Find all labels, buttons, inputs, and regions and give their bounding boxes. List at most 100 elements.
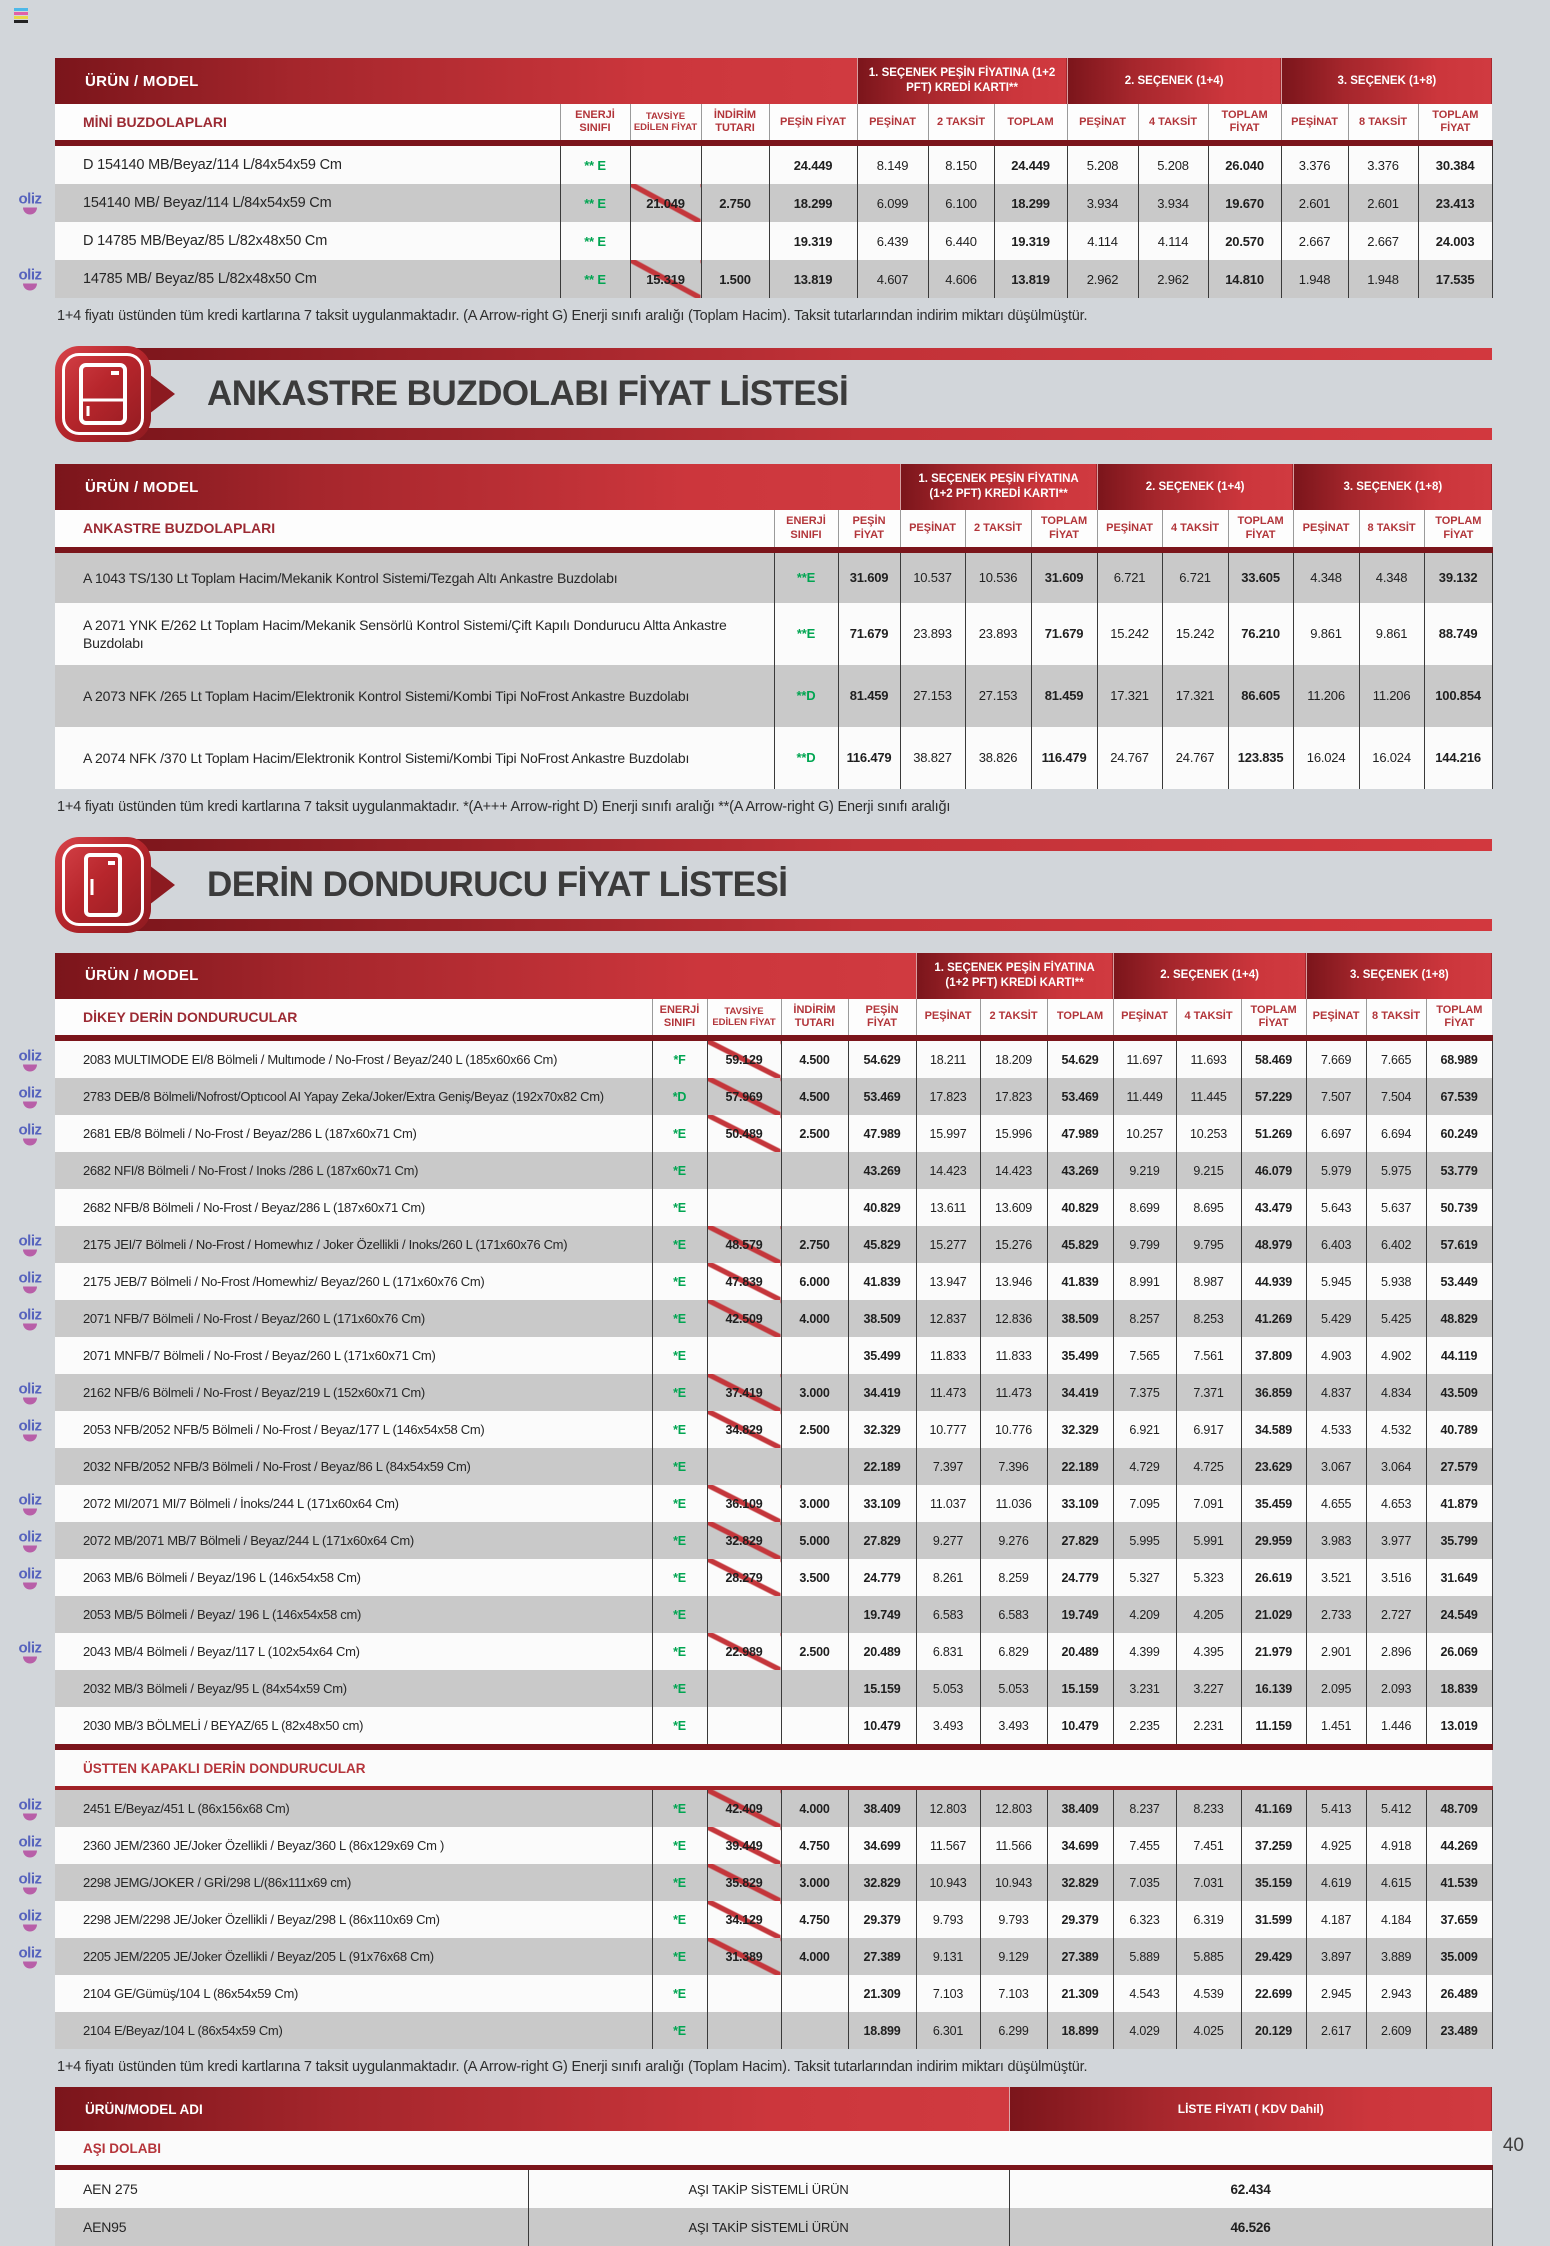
group-header-option2: 2. SEÇENEK (1+4) xyxy=(1096,464,1294,511)
price-cell: 27.389 xyxy=(847,1938,917,1976)
price-cell: 10.253 xyxy=(1175,1115,1242,1153)
footnote-mini: 1+4 fiyatı üstünden tüm kredi kartlarına… xyxy=(57,308,1088,325)
price-cell: 26.489 xyxy=(1425,1975,1493,2013)
price-cell: 2.095 xyxy=(1305,1670,1367,1708)
col-header: TOPLAM FİYAT xyxy=(1423,510,1493,553)
price-cell: 11.449 xyxy=(1112,1078,1177,1116)
price-cell: 37.809 xyxy=(1240,1337,1307,1375)
price-cell: 7.031 xyxy=(1175,1864,1242,1902)
price-cell: 4.348 xyxy=(1358,549,1425,603)
price-cell: 2.962 xyxy=(1066,260,1139,299)
col-header: TOPLAM FİYAT xyxy=(1240,998,1307,1042)
price-cell: 31.649 xyxy=(1425,1559,1493,1597)
price-cell: 3.521 xyxy=(1305,1559,1367,1597)
price-cell: 18.209 xyxy=(979,1038,1048,1079)
price-cell: 5.413 xyxy=(1305,1788,1367,1828)
price-cell: 2.609 xyxy=(1365,2012,1427,2050)
price-cell: 34.699 xyxy=(847,1827,917,1865)
price-cell: 4.533 xyxy=(1305,1411,1367,1449)
price-cell: 29.379 xyxy=(1046,1901,1114,1939)
price-cell: 7.095 xyxy=(1112,1485,1177,1523)
price-cell: 24.779 xyxy=(1046,1559,1114,1597)
price-cell: 10.943 xyxy=(915,1864,981,1902)
price-cell: 13.946 xyxy=(979,1263,1048,1301)
price-cell: 3.934 xyxy=(1137,184,1209,223)
price-cell: 53.469 xyxy=(1046,1078,1114,1116)
section-banner-derin: DERİN DONDURUCU FİYAT LİSTESİ xyxy=(55,836,1492,933)
model-cell: oliz 2298 JEMG/JOKER / GRİ/298 L/(86x111x… xyxy=(19,1864,652,1901)
model-cell: oliz 2205 JEM/2205 JE/Joker Özellikli / B… xyxy=(19,1938,652,1975)
price-cell: 7.451 xyxy=(1175,1827,1242,1865)
price-cell xyxy=(780,1975,848,2013)
col-header: 8 TAKSİT xyxy=(1365,998,1427,1042)
price-cell: 13.819 xyxy=(768,260,858,299)
model-cell: oliz 2072 MI/2071 MI/7 Bölmeli / İnoks/24… xyxy=(19,1485,652,1522)
price-cell: 54.629 xyxy=(847,1038,917,1079)
energy-class: *E xyxy=(651,1337,707,1375)
table-row: oliz 2043 MB/4 Bölmeli / Beyaz/117 L (102… xyxy=(19,1633,1493,1671)
price-cell: 24.779 xyxy=(847,1559,917,1597)
col-header: TOPLAM FİYAT xyxy=(1425,998,1493,1042)
price-cell: 16.139 xyxy=(1240,1670,1307,1708)
price-cell: 6.299 xyxy=(979,2012,1048,2050)
price-cell xyxy=(780,1707,848,1748)
price-cell: 4.729 xyxy=(1112,1448,1177,1486)
model-name: 14785 MB/ Beyaz/85 L/82x48x50 Cm xyxy=(83,271,317,288)
price-cell: 26.619 xyxy=(1240,1559,1307,1597)
price-cell: 38.409 xyxy=(1046,1788,1114,1828)
model-name: AEN 275 xyxy=(83,2181,138,2198)
model-name: 2175 JEB/7 Bölmeli / No-Frost /Homewhiz/… xyxy=(83,1274,485,1290)
price-cell: 41.879 xyxy=(1425,1485,1493,1523)
oliz-badge-icon: oliz xyxy=(9,1797,51,1821)
price-cell: 68.989 xyxy=(1425,1038,1493,1079)
energy-class: *E xyxy=(651,1596,707,1634)
table-row: oliz 2783 DEB/8 Bölmeli/Nofrost/Optıcool … xyxy=(19,1078,1493,1116)
price-cell: 11.473 xyxy=(979,1374,1048,1412)
model-cell: oliz 2298 JEM/2298 JE/Joker Özellikli / B… xyxy=(19,1901,652,1938)
model-cell: 2104 E/Beyaz/104 L (86x54x59 Cm) xyxy=(55,2012,652,2049)
price-cell: 21.309 xyxy=(1046,1975,1114,2013)
table-row: oliz 2072 MI/2071 MI/7 Bölmeli / İnoks/24… xyxy=(19,1485,1493,1523)
price-cell: 6.829 xyxy=(979,1633,1048,1671)
price-cell: 5.053 xyxy=(915,1670,981,1708)
price-cell: 5.975 xyxy=(1365,1152,1427,1190)
price-cell: 20.129 xyxy=(1240,2012,1307,2050)
price-cell: 2.601 xyxy=(1280,184,1349,223)
price-cell: 2.945 xyxy=(1305,1975,1367,2013)
price-cell: 2.750 xyxy=(780,1226,848,1264)
table-title-urun-model: ÜRÜN / MODEL xyxy=(55,952,917,999)
table-row: 2053 MB/5 Bölmeli / Beyaz/ 196 L (146x54… xyxy=(55,1596,1493,1634)
model-cell: oliz 2043 MB/4 Bölmeli / Beyaz/117 L (102… xyxy=(19,1633,652,1670)
price-cell: 7.396 xyxy=(979,1448,1048,1486)
price-cell: 24.767 xyxy=(1161,726,1229,789)
price-cell: 15.159 xyxy=(1046,1670,1114,1708)
price-cell: 13.611 xyxy=(915,1189,981,1227)
price-cell: 18.839 xyxy=(1425,1670,1493,1708)
model-name: D 154140 MB/Beyaz/114 L/84x54x59 Cm xyxy=(83,157,342,174)
oliz-badge-icon: oliz xyxy=(9,1418,51,1442)
table-row: A 2074 NFK /370 Lt Toplam Hacim/Elektron… xyxy=(55,726,1493,789)
price-cell: 31.389 xyxy=(706,1938,781,1976)
energy-class: **D xyxy=(773,664,838,727)
model-name: 2104 GE/Gümüş/104 L (86x54x59 Cm) xyxy=(83,1986,299,2002)
price-cell: 6.301 xyxy=(915,2012,981,2050)
price-cell: 44.939 xyxy=(1240,1263,1307,1301)
price-cell: 4.655 xyxy=(1305,1485,1367,1523)
price-cell: 4.209 xyxy=(1112,1596,1177,1634)
price-cell: 28.279 xyxy=(706,1559,781,1597)
price-cell: 6.439 xyxy=(856,222,929,261)
model-name: 2053 MB/5 Bölmeli / Beyaz/ 196 L (146x54… xyxy=(83,1607,362,1623)
price-cell: 9.215 xyxy=(1175,1152,1242,1190)
model-cell: oliz 2071 NFB/7 Bölmeli / No-Frost / Beya… xyxy=(19,1300,652,1337)
price-cell: 18.299 xyxy=(768,184,858,223)
price-cell xyxy=(780,1152,848,1190)
model-name: 2360 JEM/2360 JE/Joker Özellikli / Beyaz… xyxy=(83,1838,444,1854)
price-cell: 27.829 xyxy=(1046,1522,1114,1560)
price-cell: 22.699 xyxy=(1240,1975,1307,2013)
price-cell: 8.987 xyxy=(1175,1263,1242,1301)
price-cell: 48.829 xyxy=(1425,1300,1493,1338)
table-row: oliz 2083 MULTIMODE EI/8 Bölmeli / Multım… xyxy=(19,1038,1493,1079)
built-in-fridge-icon xyxy=(55,346,151,443)
price-cell: 4.000 xyxy=(780,1788,848,1828)
price-cell: 34.129 xyxy=(706,1901,781,1939)
